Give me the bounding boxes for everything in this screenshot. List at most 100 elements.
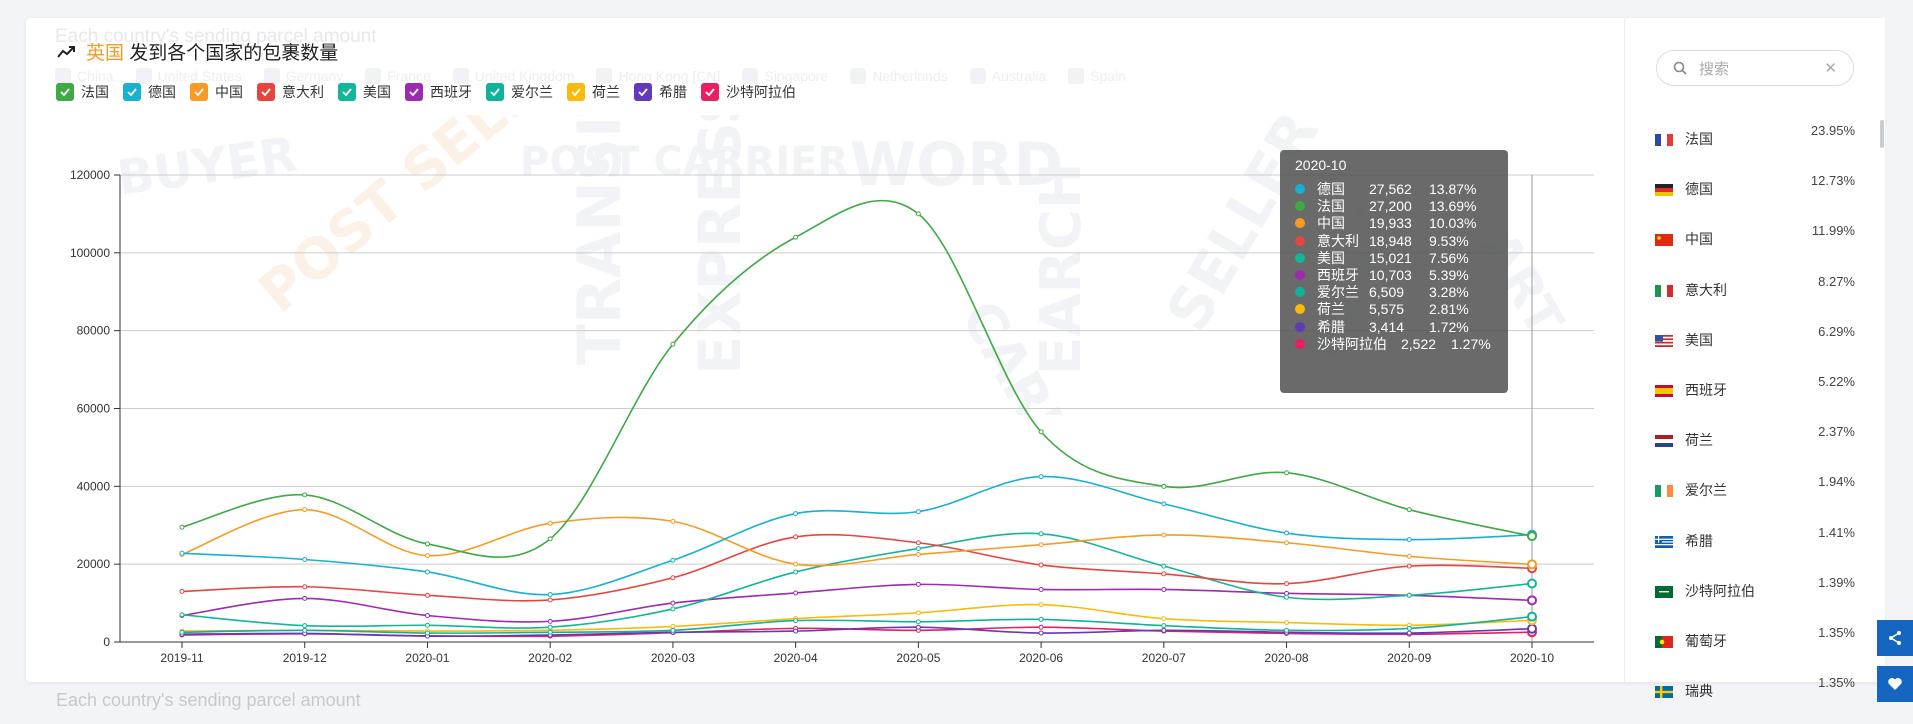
checkbox-checked-icon[interactable] (123, 83, 141, 101)
data-point[interactable] (179, 550, 185, 556)
checkbox-checked-icon[interactable] (486, 83, 504, 101)
country-list-item[interactable]: 德国 12.73% (1655, 173, 1855, 222)
data-point[interactable] (1038, 562, 1044, 568)
data-point[interactable] (1406, 507, 1412, 513)
data-point[interactable] (1284, 594, 1290, 600)
data-point[interactable] (915, 540, 921, 546)
data-point[interactable] (1161, 571, 1167, 577)
data-point[interactable] (302, 556, 308, 562)
data-point[interactable] (1527, 595, 1537, 606)
data-point[interactable] (1161, 616, 1167, 622)
data-point[interactable] (670, 518, 676, 524)
data-point[interactable] (1406, 563, 1412, 569)
data-point[interactable] (915, 551, 921, 557)
data-point[interactable] (670, 627, 676, 633)
data-point[interactable] (302, 492, 308, 498)
data-point[interactable] (793, 511, 799, 517)
legend-item[interactable]: 意大利 (257, 82, 324, 102)
data-point[interactable] (1038, 531, 1044, 537)
checkbox-checked-icon[interactable] (257, 83, 275, 101)
legend-item[interactable]: 爱尔兰 (486, 82, 553, 102)
data-point[interactable] (793, 561, 799, 567)
data-point[interactable] (1038, 542, 1044, 548)
data-point[interactable] (1284, 627, 1290, 633)
data-point[interactable] (1406, 592, 1412, 598)
data-point[interactable] (1527, 623, 1537, 634)
data-point[interactable] (1284, 620, 1290, 626)
country-list-item[interactable]: 意大利 8.27% (1655, 274, 1855, 323)
data-point[interactable] (1038, 602, 1044, 608)
series-line[interactable] (181, 626, 1533, 638)
data-point[interactable] (1406, 537, 1412, 543)
data-point[interactable] (1284, 470, 1290, 476)
data-point[interactable] (1038, 474, 1044, 480)
data-point[interactable] (915, 546, 921, 552)
data-point[interactable] (302, 595, 308, 601)
data-point[interactable] (793, 618, 799, 624)
data-point[interactable] (1527, 578, 1537, 589)
checkbox-checked-icon[interactable] (338, 83, 356, 101)
line-chart[interactable]: 0 20000 40000 60000 80000 100000 120000 2019-11… (0, 0, 1913, 704)
country-list-item[interactable]: 荷兰 2.37% (1655, 424, 1855, 473)
data-point[interactable] (1406, 553, 1412, 559)
data-point[interactable] (424, 592, 430, 598)
share-button[interactable] (1877, 620, 1913, 656)
series-line[interactable] (181, 475, 1533, 596)
data-point[interactable] (547, 618, 553, 624)
data-point[interactable] (1161, 532, 1167, 538)
data-point[interactable] (1038, 630, 1044, 636)
data-point[interactable] (1161, 501, 1167, 507)
data-point[interactable] (424, 553, 430, 559)
data-point[interactable] (424, 613, 430, 619)
checkbox-checked-icon[interactable] (567, 83, 585, 101)
data-point[interactable] (302, 507, 308, 513)
legend-item[interactable]: 法国 (56, 82, 109, 102)
data-point[interactable] (915, 509, 921, 515)
data-point[interactable] (179, 612, 185, 618)
legend-item[interactable]: 希腊 (634, 82, 687, 102)
data-point[interactable] (1038, 616, 1044, 622)
series-line[interactable] (181, 603, 1533, 632)
data-point[interactable] (915, 619, 921, 625)
data-point[interactable] (793, 534, 799, 540)
data-point[interactable] (793, 234, 799, 240)
series-line[interactable] (181, 583, 1533, 623)
data-point[interactable] (915, 610, 921, 616)
favorite-button[interactable] (1877, 666, 1913, 702)
data-point[interactable] (547, 592, 553, 598)
data-point[interactable] (1406, 625, 1412, 631)
data-point[interactable] (1161, 627, 1167, 633)
country-list-item[interactable]: 瑞典 1.35% (1655, 675, 1855, 724)
data-point[interactable] (547, 536, 553, 542)
data-point[interactable] (1527, 559, 1537, 570)
data-point[interactable] (1038, 624, 1044, 630)
data-point[interactable] (1161, 586, 1167, 592)
series-line[interactable] (181, 615, 1533, 634)
scrollbar[interactable] (1880, 120, 1884, 148)
data-point[interactable] (915, 581, 921, 587)
series-line[interactable] (181, 508, 1533, 567)
country-list-item[interactable]: 希腊 1.41% (1655, 525, 1855, 574)
data-point[interactable] (179, 629, 185, 635)
data-point[interactable] (793, 590, 799, 596)
data-point[interactable] (793, 628, 799, 634)
country-list-item[interactable]: 葡萄牙 1.35% (1655, 625, 1855, 674)
data-point[interactable] (424, 630, 430, 636)
data-point[interactable] (1161, 483, 1167, 489)
data-point[interactable] (547, 597, 553, 603)
data-point[interactable] (670, 557, 676, 563)
legend-item[interactable]: 美国 (338, 82, 391, 102)
series-line[interactable] (181, 533, 1533, 602)
legend-item[interactable]: 沙特阿拉伯 (701, 82, 796, 102)
data-point[interactable] (547, 629, 553, 635)
country-list-item[interactable]: 沙特阿拉伯 1.39% (1655, 575, 1855, 624)
data-point[interactable] (424, 541, 430, 547)
data-point[interactable] (1161, 563, 1167, 569)
country-list-item[interactable]: 西班牙 5.22% (1655, 374, 1855, 423)
data-point[interactable] (915, 624, 921, 630)
legend-item[interactable]: 德国 (123, 82, 176, 102)
data-point[interactable] (1527, 531, 1537, 542)
data-point[interactable] (1406, 630, 1412, 636)
data-point[interactable] (1284, 581, 1290, 587)
country-list-item[interactable]: 中国 11.99% (1655, 223, 1855, 272)
